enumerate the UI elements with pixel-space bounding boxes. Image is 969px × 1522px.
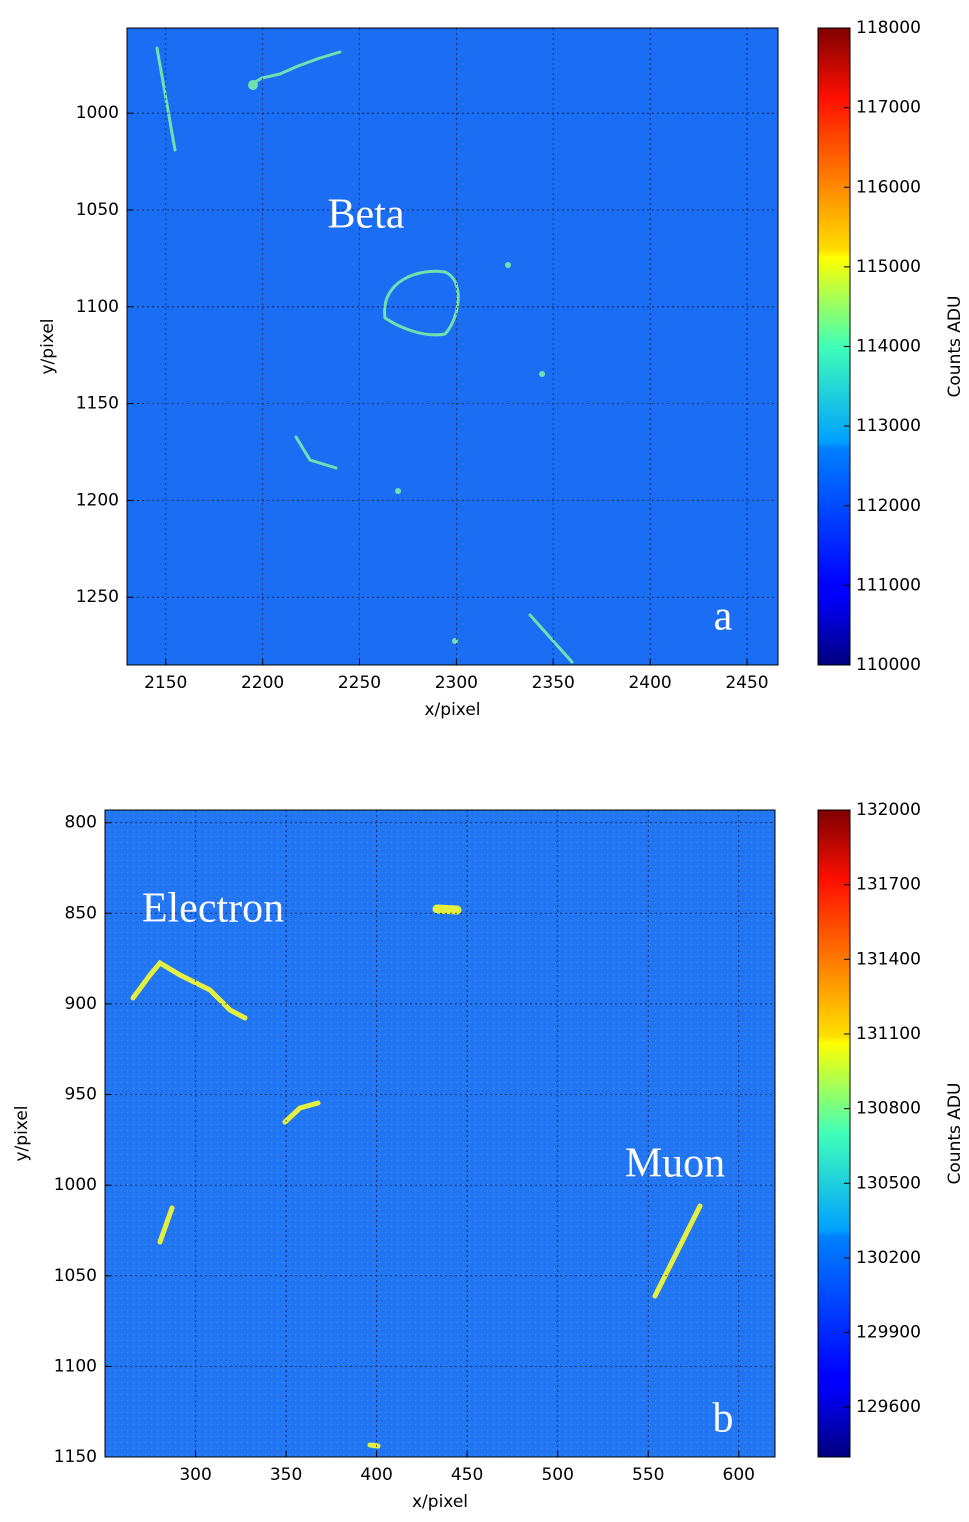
x-tick-label: 2400 [628, 673, 671, 693]
colorbar-tick-label: 118000 [856, 18, 921, 38]
x-tick-label: 2250 [338, 673, 381, 693]
colorbar-label: Counts ADU [945, 1083, 965, 1185]
x-tick-label: 350 [270, 1465, 302, 1485]
y-axis-label: y/pixel [38, 318, 58, 374]
colorbar-tick-label: 115000 [856, 257, 921, 277]
plot-frame [104, 809, 776, 1458]
x-tick-label: 2350 [532, 673, 575, 693]
track [294, 435, 338, 470]
x-tick-label: 600 [723, 1465, 755, 1485]
track [539, 371, 545, 377]
colorbar-tick-label: 114000 [856, 337, 921, 357]
x-tick-label: 500 [541, 1465, 573, 1485]
colorbar-tick-label: 116000 [856, 177, 921, 197]
y-tick-label: 1100 [54, 1356, 97, 1376]
track [130, 959, 248, 1021]
colorbar-tick-label: 110000 [856, 655, 921, 675]
y-tick-label: 1100 [76, 297, 119, 317]
colorbar-tick-label: 131100 [856, 1024, 921, 1044]
x-tick-label: 400 [360, 1465, 392, 1485]
y-axis-label: y/pixel [12, 1105, 32, 1161]
colorbar-tick-label: 112000 [856, 496, 921, 516]
track [528, 613, 574, 664]
y-tick-label: 900 [65, 994, 97, 1014]
plot-frame [126, 27, 779, 666]
y-tick-label: 800 [65, 813, 97, 833]
y-tick-label: 1000 [54, 1175, 97, 1195]
annotation: a [714, 594, 733, 640]
x-axis-label: x/pixel [424, 700, 480, 720]
track [505, 262, 511, 268]
colorbar-tick-label: 113000 [856, 416, 921, 436]
track [282, 1100, 321, 1125]
colorbar-tick-label: 111000 [856, 575, 921, 595]
x-tick-label: 2150 [144, 673, 187, 693]
colorbar-tick-label: 131400 [856, 949, 921, 969]
colorbar [817, 27, 851, 666]
track [157, 1205, 175, 1245]
y-tick-label: 1200 [76, 490, 119, 510]
x-axis-label: x/pixel [412, 1492, 468, 1512]
tracks [130, 46, 703, 1449]
annotation: Muon [625, 1141, 725, 1187]
y-tick-label: 1050 [76, 200, 119, 220]
colorbar-tick-label: 132000 [856, 800, 921, 820]
colorbar-tick-label: 130500 [856, 1173, 921, 1193]
x-tick-label: 2450 [725, 673, 768, 693]
track [652, 1203, 703, 1299]
colorbar-tick-label: 131700 [856, 875, 921, 895]
colorbar-tick-label: 130200 [856, 1248, 921, 1268]
annotation: Beta [328, 192, 405, 238]
x-tick-label: 450 [451, 1465, 483, 1485]
track [248, 80, 258, 90]
y-tick-label: 1150 [76, 394, 119, 414]
x-tick-label: 2200 [241, 673, 284, 693]
annotation: Electron [142, 886, 284, 932]
y-tick-label: 1150 [54, 1447, 97, 1467]
colorbar-tick-label: 117000 [856, 98, 921, 118]
track [248, 50, 342, 87]
colorbar-tick-label: 130800 [856, 1099, 921, 1119]
track [432, 904, 462, 915]
annotation: b [713, 1396, 734, 1442]
x-tick-label: 300 [179, 1465, 211, 1485]
track [452, 638, 458, 644]
y-tick-label: 1000 [76, 103, 119, 123]
y-tick-label: 1250 [76, 587, 119, 607]
image-noise [105, 810, 775, 1457]
colorbar-label: Counts ADU [945, 296, 965, 398]
colorbar [817, 809, 851, 1458]
x-tick-label: 550 [632, 1465, 664, 1485]
y-tick-label: 850 [65, 903, 97, 923]
y-tick-label: 950 [65, 1085, 97, 1105]
x-tick-label: 2300 [435, 673, 478, 693]
track [383, 269, 460, 337]
colorbar-tick-label: 129600 [856, 1397, 921, 1417]
colorbar-tick-label: 129900 [856, 1323, 921, 1343]
y-tick-label: 1050 [54, 1266, 97, 1286]
track [395, 488, 401, 494]
image-background [127, 28, 778, 665]
